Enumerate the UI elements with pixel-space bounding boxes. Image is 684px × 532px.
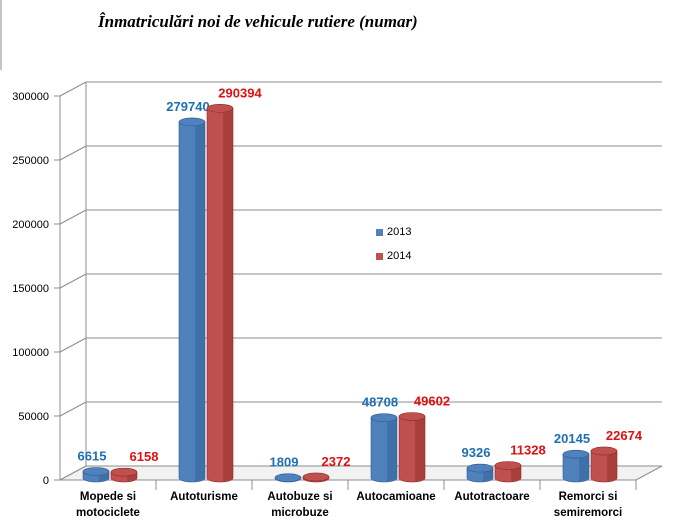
bar-2013-5-top xyxy=(562,449,590,459)
bar-2014-2-top xyxy=(302,472,330,482)
legend: 2013 2014 xyxy=(376,226,411,274)
gridline-depth-1 xyxy=(59,401,87,417)
legend-label-2014: 2014 xyxy=(387,250,412,262)
bar-2014-1-shade xyxy=(223,108,233,481)
bar-2014-5-top xyxy=(590,446,618,456)
chart-title: Înmatriculări noi de vehicule rutiere (n… xyxy=(98,12,418,31)
data-label-2013-3: 48708 xyxy=(362,395,398,410)
x-tick-label-4-0: Autotractoare xyxy=(454,491,529,503)
x-tick-label-3-0: Autocamioane xyxy=(356,491,435,503)
bar-2014-5-body xyxy=(590,450,618,483)
y-tick-label-1: 50000 xyxy=(18,411,49,423)
x-tick-label-5-1: semiremorci xyxy=(554,507,622,519)
data-label-2013-5: 20145 xyxy=(554,431,590,446)
x-tick-label-5-0: Remorci si xyxy=(559,491,618,503)
legend-item-2013: 2013 xyxy=(376,226,411,238)
data-label-2013-4: 9326 xyxy=(462,445,491,460)
bar-2014-2: 2372 xyxy=(302,454,351,483)
data-label-2014-5: 22674 xyxy=(606,428,643,443)
bar-2014-1-body xyxy=(206,107,234,483)
bar-2013-0-top xyxy=(82,467,110,476)
bar-2014-3: 49602 xyxy=(398,394,450,483)
y-tick-label-4: 200000 xyxy=(12,219,49,231)
bar-2013-5-shade xyxy=(579,454,589,481)
bar-2013-4-top xyxy=(466,463,494,473)
data-label-2014-3: 49602 xyxy=(414,394,450,409)
bar-2014-0-top xyxy=(110,467,138,477)
legend-item-2014: 2014 xyxy=(376,250,411,262)
bar-2013-1-body xyxy=(178,121,206,483)
bar-2014-4: 11328 xyxy=(494,443,546,483)
gridline-depth-6 xyxy=(59,81,87,97)
bar-2013-3-top xyxy=(370,413,398,422)
gridline-depth-2 xyxy=(59,337,87,353)
bar-2014-5: 22674 xyxy=(590,428,643,483)
y-tick-label-2: 100000 xyxy=(12,347,49,359)
bar-2013-1-top xyxy=(178,117,206,127)
gridline-depth-3 xyxy=(59,273,87,289)
bar-2013-3-shade xyxy=(387,417,397,481)
bar-2013-5-body xyxy=(562,453,590,483)
bar-2013-3-body xyxy=(370,417,398,483)
bar-2014-4-body xyxy=(494,465,522,483)
legend-swatch-2013 xyxy=(376,228,383,236)
data-label-2013-1: 279740 xyxy=(166,99,209,114)
legend-label-2013: 2013 xyxy=(387,226,412,238)
data-label-2014-4: 11328 xyxy=(510,443,545,458)
bar-2013-1-shade xyxy=(195,121,205,481)
y-tick-label-0: 0 xyxy=(43,475,49,487)
bar-2013-1: 279740 xyxy=(166,99,210,483)
bar-2014-4-top xyxy=(494,461,522,470)
y-tick-label-6: 300000 xyxy=(12,91,49,103)
bar-2013-5: 20145 xyxy=(554,431,590,483)
bar-2013-3: 48708 xyxy=(362,395,398,483)
bar-2014-3-top xyxy=(398,412,426,421)
gridline-depth-5 xyxy=(59,145,87,161)
bar-2013-4: 9326 xyxy=(462,445,494,483)
data-label-2014-2: 2372 xyxy=(322,454,351,469)
data-label-2013-2: 1809 xyxy=(270,455,299,470)
bar-2014-5-shade xyxy=(607,450,617,481)
data-label-2013-0: 6615 xyxy=(78,449,107,464)
bar-2014-3-shade xyxy=(415,416,425,481)
gridline-depth-4 xyxy=(59,209,87,225)
bar-2013-2-top xyxy=(274,473,302,482)
bar-2013-0: 6615 xyxy=(78,449,110,483)
data-label-2014-0: 6158 xyxy=(130,449,159,464)
bar-2014-0: 6158 xyxy=(110,449,159,483)
x-tick-label-0-1: motociclete xyxy=(76,507,140,519)
y-tick-label-3: 150000 xyxy=(12,283,49,295)
x-tick-label-2-0: Autobuze si xyxy=(267,491,332,503)
legend-swatch-2014 xyxy=(376,252,383,260)
bar-2013-2: 1809 xyxy=(270,455,302,483)
bar-2014-3-body xyxy=(398,416,426,483)
bar-2014-1: 290394 xyxy=(206,85,262,483)
x-tick-label-1-0: Autoturisme xyxy=(170,491,238,503)
bar-2014-1-top xyxy=(206,103,234,113)
x-tick-label-2-1: microbuze xyxy=(271,507,329,519)
x-tick-label-0-0: Mopede si xyxy=(80,491,136,503)
data-label-2014-1: 290394 xyxy=(218,85,262,100)
y-tick-label-5: 250000 xyxy=(12,155,49,167)
